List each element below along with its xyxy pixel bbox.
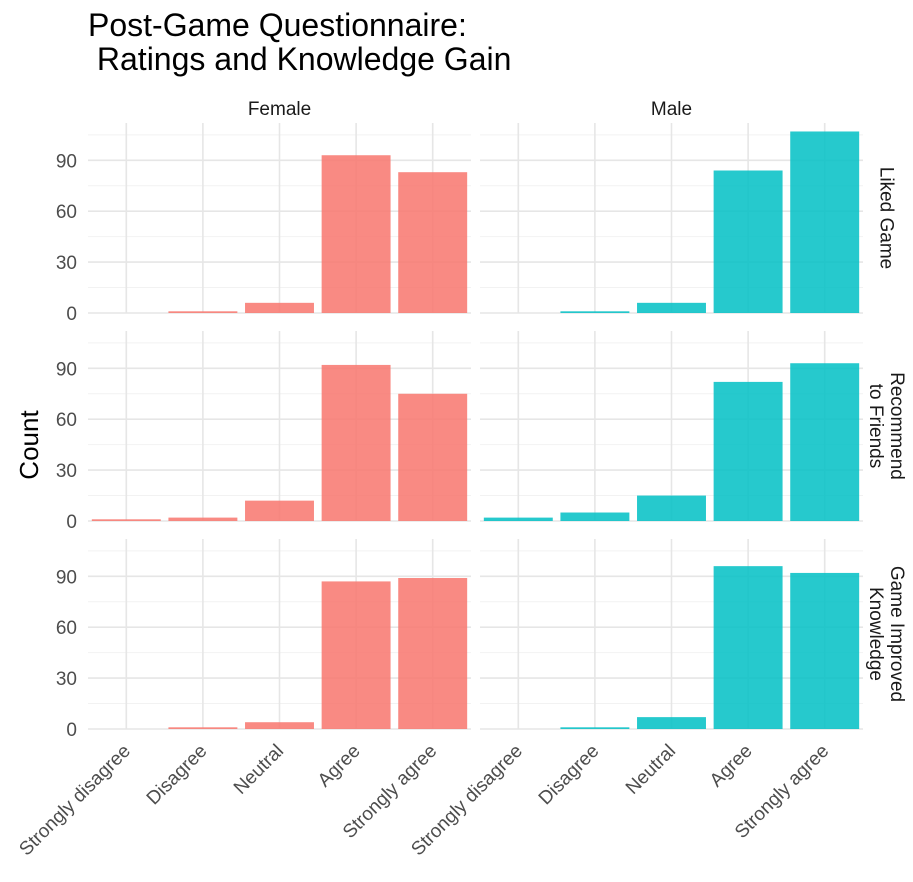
- y-axis-label: Count: [14, 410, 44, 480]
- bar: [91, 519, 161, 521]
- bar: [790, 363, 860, 521]
- x-tick-label: Strongly disagree: [15, 741, 134, 860]
- chart-title: Post-Game Questionnaire: Ratings and Kno…: [88, 7, 511, 77]
- y-tick-label: 30: [56, 461, 77, 482]
- facet-row-label: to Friends: [865, 384, 886, 468]
- y-tick-label: 90: [56, 567, 77, 588]
- bar: [321, 155, 391, 313]
- y-tick-label: 30: [56, 253, 77, 274]
- bar: [321, 581, 391, 729]
- facet-row-label: Knowledge: [865, 587, 886, 681]
- x-tick-label: Disagree: [143, 741, 212, 810]
- bar: [560, 512, 630, 521]
- y-tick-label: 60: [56, 202, 77, 223]
- x-tick-label: Agree: [314, 741, 365, 792]
- bar: [560, 727, 630, 729]
- bar: [168, 517, 238, 521]
- y-tick-label: 90: [56, 151, 77, 172]
- chart-title-line-2: Ratings and Knowledge Gain: [88, 41, 511, 77]
- facet-row-label: Game Improved: [886, 566, 907, 702]
- bar: [398, 172, 468, 313]
- x-tick-label: Neutral: [230, 741, 288, 799]
- facet-column-label: Male: [651, 99, 692, 120]
- bar: [321, 364, 391, 521]
- bar: [713, 170, 783, 313]
- bar: [245, 722, 314, 729]
- bar: [245, 302, 314, 313]
- bar: [168, 311, 238, 313]
- bar: [713, 566, 783, 729]
- facet-row-label: Liked Game: [876, 167, 897, 269]
- bar: [637, 717, 706, 729]
- bar: [398, 578, 468, 729]
- y-tick-label: 60: [56, 618, 77, 639]
- bar: [560, 311, 630, 313]
- bar: [790, 572, 860, 729]
- y-tick-label: 30: [56, 669, 77, 690]
- bar: [398, 393, 468, 521]
- bar: [637, 302, 706, 313]
- x-tick-label: Neutral: [622, 741, 680, 799]
- y-tick-label: 0: [66, 720, 77, 741]
- x-tick-label: Disagree: [535, 741, 604, 810]
- y-tick-label: 90: [56, 359, 77, 380]
- chart-title-line-1: Post-Game Questionnaire:: [88, 7, 467, 43]
- panels: 0 30 60 90 0 30 60 90 0 30 60 90 Female Male Liked Gam…: [15, 99, 907, 860]
- bar: [483, 517, 553, 521]
- bar: [790, 131, 860, 313]
- bar: [245, 500, 314, 521]
- bar: [637, 495, 706, 521]
- y-tick-label: 0: [66, 304, 77, 325]
- facet-row-label: Recommend: [886, 372, 907, 480]
- y-tick-label: 0: [66, 512, 77, 533]
- bar: [713, 381, 783, 521]
- x-tick-label: Agree: [706, 741, 757, 792]
- bar: [168, 727, 238, 729]
- y-tick-label: 60: [56, 410, 77, 431]
- facet-column-label: Female: [248, 99, 311, 120]
